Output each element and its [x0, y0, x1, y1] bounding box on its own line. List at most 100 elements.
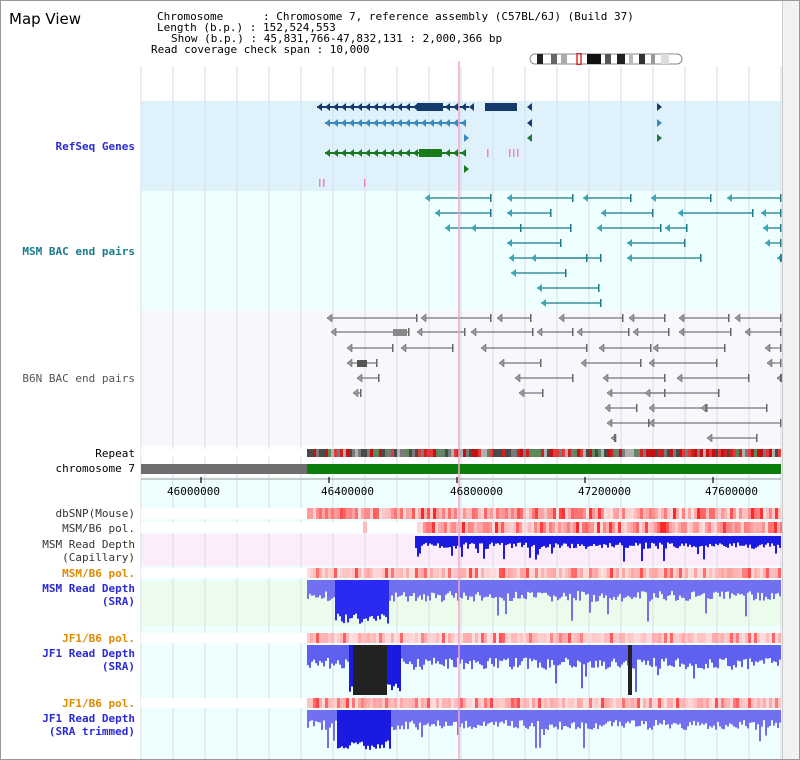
depth-bar	[463, 580, 465, 593]
label-msm-b6-pol-1[interactable]: MSM/B6 pol.	[62, 522, 135, 535]
depth-bar	[393, 580, 395, 602]
repeat-segment	[583, 449, 586, 457]
snp-density-cell	[373, 568, 376, 578]
depth-bar	[499, 536, 501, 545]
bac-end	[780, 314, 782, 322]
snp-density-cell	[514, 508, 517, 519]
bac-end	[416, 327, 423, 337]
snp-density-cell	[451, 568, 454, 578]
bac-end	[761, 209, 766, 217]
repeat-segment	[667, 449, 670, 457]
repeat-segment	[610, 449, 613, 457]
label-b6n-bac[interactable]: B6N BAC end pairs	[22, 372, 135, 385]
snp-density-cell	[595, 568, 598, 578]
snp-density-cell	[753, 522, 756, 533]
snp-density-cell	[757, 633, 760, 643]
snp-density-cell	[613, 698, 616, 708]
depth-bar	[433, 645, 435, 658]
repeat-segment	[622, 449, 625, 457]
depth-bar	[777, 645, 779, 666]
repeat-segment	[628, 449, 631, 457]
depth-tracks	[307, 536, 781, 750]
snp-density-cell	[580, 568, 583, 578]
snp-density-cell	[325, 508, 328, 519]
depth-bar	[463, 645, 465, 670]
label-jf1-read-depth-sra[interactable]: JF1 Read Depth (SRA)	[42, 647, 135, 673]
bac-end	[664, 374, 666, 382]
depth-bar	[747, 645, 749, 670]
label-msm-read-depth-capillary[interactable]: MSM Read Depth (Capillary)	[42, 538, 135, 564]
label-dbsnp[interactable]: dbSNP(Mouse)	[55, 507, 135, 520]
snp-density-cell	[352, 633, 355, 643]
depth-bar	[749, 645, 751, 659]
depth-bar	[655, 710, 657, 721]
depth-bar	[491, 710, 493, 722]
depth-bar	[705, 580, 707, 614]
label-msm-read-depth-sra[interactable]: MSM Read Depth (SRA)	[42, 582, 135, 608]
snp-density-cell	[367, 568, 370, 578]
snp-density-cell	[526, 508, 529, 519]
snp-density-cell	[469, 698, 472, 708]
depth-bar	[481, 580, 483, 601]
snp-density-cell	[679, 633, 682, 643]
snp-density-cell	[505, 508, 508, 519]
depth-bar	[775, 710, 777, 723]
snp-density-cell	[634, 568, 637, 578]
depth-bar	[407, 580, 409, 602]
snp-density-cell	[558, 522, 561, 533]
snp-density-cell	[655, 633, 658, 643]
repeat-segment	[460, 449, 463, 457]
snp-density-cell	[775, 698, 778, 708]
depth-bar	[335, 710, 337, 721]
snp-density-cell	[397, 508, 400, 519]
depth-bar	[593, 580, 595, 595]
depth-bar	[435, 710, 437, 727]
label-refseq-genes[interactable]: RefSeq Genes	[55, 140, 135, 153]
snp-density-cell	[409, 698, 412, 708]
snp-density-cell	[526, 633, 529, 643]
depth-bar	[735, 645, 737, 668]
label-jf1-b6-pol-2[interactable]: JF1/B6 pol.	[62, 697, 135, 710]
snp-density-cell	[745, 568, 748, 578]
label-msm-bac[interactable]: MSM BAC end pairs	[22, 245, 135, 258]
depth-bar	[695, 645, 697, 665]
bac-end	[470, 327, 477, 337]
depth-bar	[395, 580, 397, 593]
depth-bar	[583, 645, 585, 665]
depth-bar	[681, 645, 683, 664]
label-msm-b6-pol-2[interactable]: MSM/B6 pol.	[62, 567, 135, 580]
depth-bar	[579, 580, 581, 601]
depth-bar	[765, 536, 767, 545]
depth-bar	[605, 580, 607, 596]
bac-end	[780, 328, 782, 336]
label-jf1-read-depth-trim[interactable]: JF1 Read Depth (SRA trimmed)	[42, 712, 135, 738]
repeat-segment	[430, 449, 433, 457]
depth-bar	[679, 536, 681, 547]
depth-bar	[671, 710, 673, 725]
depth-bar	[649, 710, 651, 728]
snp-density-cell	[678, 522, 681, 533]
repeat-segment	[745, 449, 748, 457]
scrollbar[interactable]	[782, 1, 799, 759]
snp-density-cell	[583, 633, 586, 643]
bac-end	[537, 284, 542, 292]
repeat-segment	[379, 449, 382, 457]
snp-density-cell	[580, 508, 583, 519]
snp-density-cell	[577, 698, 580, 708]
repeat-segment	[328, 449, 331, 457]
depth-bar	[537, 645, 539, 668]
repeat-segment	[484, 449, 487, 457]
depth-bar	[559, 580, 561, 599]
repeat-segment	[673, 449, 676, 457]
depth-bar	[533, 536, 535, 545]
label-jf1-b6-pol-1[interactable]: JF1/B6 pol.	[62, 632, 135, 645]
snp-density-cell	[550, 508, 553, 519]
depth-bar	[645, 580, 647, 593]
snp-density-cell	[577, 508, 580, 519]
gene-exon	[397, 119, 402, 127]
depth-bar	[769, 710, 771, 727]
depth-bar	[771, 645, 773, 663]
snp-density-cell	[454, 698, 457, 708]
chromosome-ideogram[interactable]	[529, 53, 685, 65]
